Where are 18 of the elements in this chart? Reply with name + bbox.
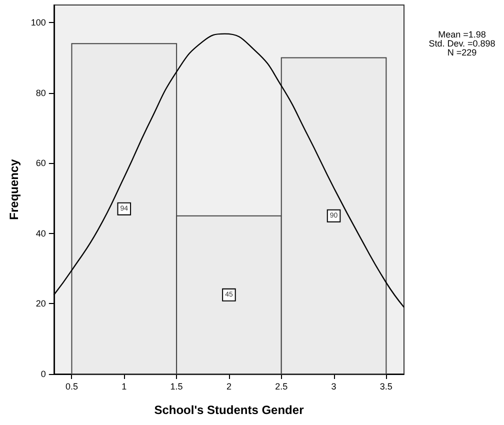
y-tick-label: 100	[30, 18, 46, 28]
x-tick-label: 3	[331, 382, 336, 392]
x-axis-title: School's Students Gender	[154, 403, 304, 417]
x-tick-label: 1	[122, 382, 127, 392]
y-tick-label: 80	[36, 88, 46, 98]
x-tick-label: 0.5	[65, 382, 78, 392]
x-tick-label: 1.5	[170, 382, 183, 392]
text: N =229	[447, 48, 477, 58]
y-tick-label: 40	[36, 228, 46, 238]
y-tick-label: 60	[36, 158, 46, 168]
y-tick-label: 0	[40, 369, 46, 379]
y-tick-label: 20	[36, 298, 46, 309]
y-axis-title: Frequency	[7, 158, 21, 220]
text: Std. Dev. =0.898	[428, 38, 496, 48]
x-tick-label: 3.5	[380, 382, 392, 392]
x-tick-label: 2	[226, 382, 232, 392]
x-tick-label: 2.5	[275, 382, 288, 392]
text: Mean =1.98	[438, 30, 486, 40]
